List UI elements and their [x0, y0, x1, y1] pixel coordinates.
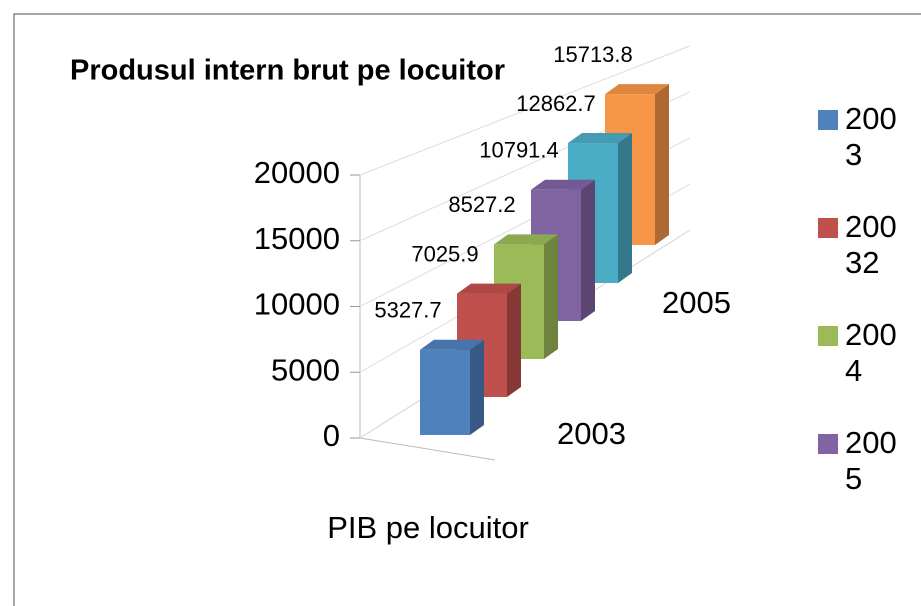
y-tick-label: 5000 [271, 352, 340, 387]
bar-side [470, 339, 484, 435]
floor-edge [359, 437, 496, 461]
bar-top [531, 179, 595, 190]
legend-label: 2004 [845, 317, 897, 388]
bar-side [618, 133, 632, 283]
bar [420, 339, 484, 435]
legend-label: 2003 [845, 101, 897, 172]
legend-swatch [818, 218, 838, 238]
legend-swatch [818, 434, 838, 454]
chart-title: Produsul intern brut pe locuitor [70, 55, 505, 87]
bar-top [457, 283, 521, 294]
grid-line [359, 45, 691, 176]
bar-side [544, 234, 558, 359]
data-label: 15713.8 [553, 42, 633, 67]
bar-top [605, 84, 669, 95]
y-tick-label: 0 [323, 418, 340, 453]
data-label: 7025.9 [411, 241, 478, 266]
bar-front [420, 349, 470, 435]
y-tick-label: 10000 [254, 287, 340, 322]
depth-tick-label: 2003 [557, 416, 626, 451]
legend-swatch [818, 110, 838, 130]
legend-label: 20032 [845, 209, 897, 280]
data-label: 8527.2 [448, 192, 515, 217]
bar-top [568, 133, 632, 144]
x-tick-label: PIB pe locuitor [327, 510, 529, 545]
bar-side [581, 179, 595, 321]
y-tick-label: 20000 [254, 155, 340, 190]
bar-top [494, 234, 558, 245]
bar-side [507, 283, 521, 397]
bar-top [420, 339, 484, 350]
data-label: 10791.4 [479, 138, 559, 163]
y-tick-label: 15000 [254, 221, 340, 256]
depth-tick-label: 2005 [662, 285, 731, 320]
chart-border [13, 13, 921, 606]
data-label: 12862.7 [516, 91, 596, 116]
data-label: 5327.7 [374, 298, 441, 323]
legend-swatch [818, 326, 838, 346]
legend-label: 2005 [845, 425, 897, 496]
bar-side [655, 84, 669, 245]
